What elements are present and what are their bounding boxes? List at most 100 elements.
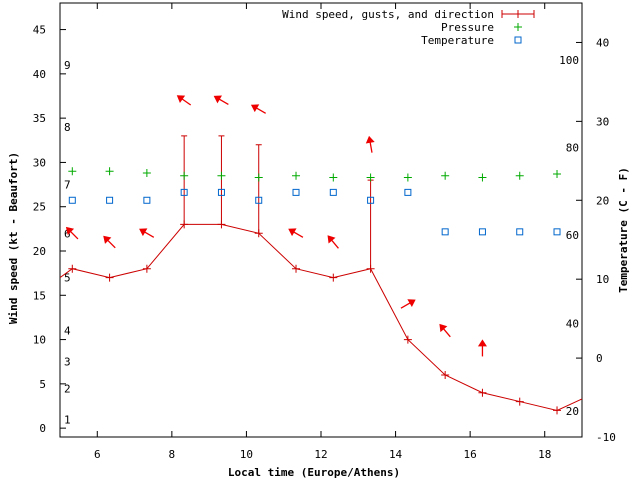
wind-direction-arrow [439, 323, 451, 338]
pressure-point [515, 171, 524, 180]
legend-key-pressure [514, 23, 522, 31]
pressure-point [366, 173, 375, 182]
temperature-point [367, 196, 375, 204]
x-tick-label: 14 [389, 448, 403, 461]
pressure-point [553, 169, 562, 178]
x-tick-label: 18 [538, 448, 551, 461]
y-tick-label-left: 45 [33, 24, 46, 37]
temperature-point [329, 188, 337, 196]
temperature-point [441, 228, 449, 236]
fahrenheit-label: 80 [566, 141, 579, 154]
pressure-point [441, 171, 450, 180]
y-tick-label-left: 20 [33, 245, 46, 258]
pressure-point [142, 169, 151, 178]
wind-direction-arrow [365, 135, 375, 153]
wind-speed-point [553, 406, 562, 415]
wind-direction-arrow [477, 339, 487, 357]
wind-speed-point [105, 273, 114, 282]
y-tick-label-right: 20 [596, 194, 609, 207]
beaufort-label: 9 [64, 59, 71, 72]
y-tick-label-right: 40 [596, 36, 609, 49]
wind-speed-point [68, 264, 77, 273]
temperature-point [255, 196, 263, 204]
y-tick-label-left: 30 [33, 156, 46, 169]
series-layer [60, 135, 582, 415]
temperature-point [478, 228, 486, 236]
pressure-point [254, 173, 263, 182]
wind-direction-layer [65, 95, 487, 357]
fahrenheit-label: 100 [559, 54, 579, 67]
wind-direction-arrow [327, 235, 339, 249]
beaufort-label: 4 [64, 325, 71, 338]
x-tick-label: 6 [94, 448, 101, 461]
temperature-point [553, 228, 561, 236]
wind-speed-point [403, 335, 412, 344]
pressure-point [292, 171, 301, 180]
y-tick-label-right: 10 [596, 273, 609, 286]
fahrenheit-label: 60 [566, 229, 579, 242]
legend-label-temperature: Temperature [421, 34, 494, 47]
pressure-point [68, 167, 77, 176]
legend-key-temperature [514, 36, 522, 44]
wind-direction-arrow [65, 226, 79, 240]
beaufort-label: 8 [64, 121, 71, 134]
pressure-point [478, 173, 487, 182]
wind-direction-arrow [103, 235, 116, 249]
wind-speed-point [515, 397, 524, 406]
legend-label-wind: Wind speed, gusts, and direction [282, 8, 494, 21]
y-tick-label-left: 5 [39, 378, 46, 391]
y-tick-label-left: 35 [33, 112, 46, 125]
legend-label-pressure: Pressure [441, 21, 494, 34]
fahrenheit-label: 40 [566, 317, 579, 330]
x-tick-label: 16 [464, 448, 477, 461]
y-tick-label-left: 25 [33, 201, 46, 214]
y-tick-label-right: 0 [596, 352, 603, 365]
y-tick-label-left: 40 [33, 68, 46, 81]
y-tick-label-left: 15 [33, 289, 46, 302]
legend: Wind speed, gusts, and directionPressure… [282, 8, 535, 47]
beaufort-label: 3 [64, 356, 71, 369]
pressure-point [403, 173, 412, 182]
beaufort-label: 2 [64, 382, 71, 395]
wind-gust-bar [218, 135, 225, 225]
temperature-point [217, 188, 225, 196]
legend-key-wind [501, 10, 535, 18]
wind-direction-arrow [139, 228, 155, 238]
wind-speed-point [441, 371, 450, 379]
wind-direction-arrow [250, 104, 266, 114]
y-axis-label-right: Temperature (C - F) [617, 167, 630, 293]
y-tick-label-left: 10 [33, 334, 46, 347]
y-axis-label-left: Wind speed (kt - Beaufort) [7, 152, 20, 324]
temperature-point [68, 196, 76, 204]
wind-speed-point [329, 273, 338, 282]
beaufort-label: 5 [64, 272, 71, 285]
temperature-point [143, 196, 151, 204]
wind-direction-arrow [400, 299, 416, 309]
temperature-point [404, 188, 412, 196]
x-axis-label: Local time (Europe/Athens) [228, 466, 400, 479]
x-tick-label: 12 [314, 448, 327, 461]
beaufort-label: 6 [64, 227, 71, 240]
pressure-point [105, 167, 114, 176]
fahrenheit-label: 20 [566, 405, 579, 418]
wind-gust-bar [255, 144, 262, 234]
beaufort-label: 7 [64, 179, 71, 192]
wind-direction-arrow [176, 95, 192, 106]
temperature-point [106, 196, 114, 204]
pressure-point [329, 173, 338, 182]
y-tick-label-right: 30 [596, 115, 609, 128]
wind-speed-point [142, 264, 151, 273]
temperature-point [516, 228, 524, 236]
wind-speed-point [478, 388, 487, 397]
wind-gust-bar [181, 135, 188, 225]
wind-speed-line [60, 223, 582, 411]
wind-direction-arrow [288, 228, 304, 238]
wind-speed-point [292, 264, 301, 273]
beaufort-label: 1 [64, 413, 71, 426]
x-tick-label: 8 [169, 448, 176, 461]
pressure-point [180, 171, 189, 180]
y-tick-label-left: 0 [39, 422, 46, 435]
temperature-point [180, 188, 188, 196]
